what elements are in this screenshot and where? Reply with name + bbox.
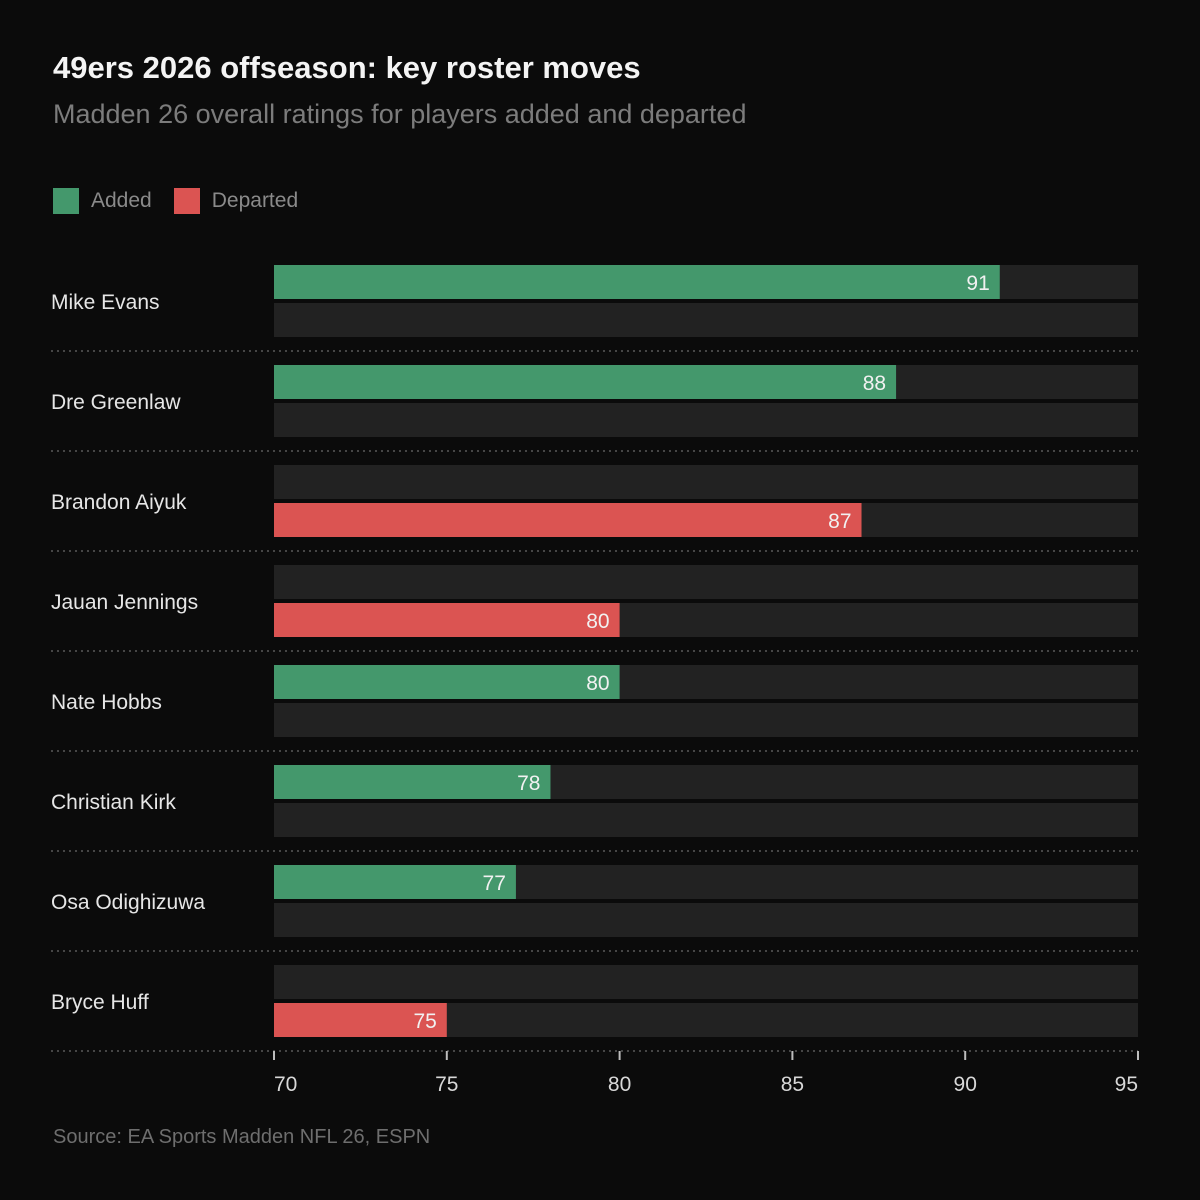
x-tick-label: 95 bbox=[1115, 1073, 1138, 1096]
value-label-added-mike-evans: 91 bbox=[966, 272, 989, 295]
track-departed-dre-greenlaw bbox=[274, 403, 1138, 437]
x-tick-label: 75 bbox=[435, 1073, 458, 1096]
value-label-added-dre-greenlaw: 88 bbox=[863, 372, 886, 395]
bar-departed-jauan-jennings bbox=[274, 603, 620, 637]
legend-swatch-departed bbox=[173, 188, 200, 214]
track-departed-christian-kirk bbox=[274, 803, 1138, 837]
source-note: Source: EA Sports Madden NFL 26, ESPN bbox=[53, 1126, 431, 1148]
track-added-bryce-huff bbox=[274, 965, 1138, 999]
x-tick-label: 85 bbox=[781, 1073, 804, 1096]
track-added-brandon-aiyuk bbox=[274, 465, 1138, 499]
bar-added-mike-evans bbox=[274, 265, 1000, 299]
category-label-jauan-jennings: Jauan Jennings bbox=[51, 591, 198, 614]
chart-title: 49ers 2026 offseason: key roster moves bbox=[53, 50, 641, 85]
legend-label-departed: Departed bbox=[211, 189, 299, 212]
category-label-nate-hobbs: Nate Hobbs bbox=[51, 691, 162, 714]
value-label-added-osa-odighizuwa: 77 bbox=[483, 872, 506, 895]
category-label-christian-kirk: Christian Kirk bbox=[51, 791, 176, 814]
chart-subtitle: Madden 26 overall ratings for players ad… bbox=[53, 99, 747, 129]
category-label-bryce-huff: Bryce Huff bbox=[51, 991, 149, 1014]
legend-item-added: Added bbox=[53, 188, 152, 214]
category-label-brandon-aiyuk: Brandon Aiyuk bbox=[51, 491, 187, 514]
x-tick-label: 80 bbox=[608, 1073, 631, 1096]
track-departed-mike-evans bbox=[274, 303, 1138, 337]
value-label-departed-jauan-jennings: 80 bbox=[586, 610, 609, 633]
value-label-departed-brandon-aiyuk: 87 bbox=[828, 510, 851, 533]
value-label-added-nate-hobbs: 80 bbox=[586, 672, 609, 695]
legend-label-added: Added bbox=[91, 189, 152, 212]
value-label-added-christian-kirk: 78 bbox=[517, 772, 540, 795]
category-label-mike-evans: Mike Evans bbox=[51, 291, 160, 314]
track-departed-nate-hobbs bbox=[274, 703, 1138, 737]
track-departed-osa-odighizuwa bbox=[274, 903, 1138, 937]
legend: Added Departed bbox=[53, 188, 320, 214]
category-label-dre-greenlaw: Dre Greenlaw bbox=[51, 391, 181, 414]
value-label-departed-bryce-huff: 75 bbox=[413, 1010, 436, 1033]
x-tick-label: 70 bbox=[274, 1073, 297, 1096]
bar-added-dre-greenlaw bbox=[274, 365, 897, 399]
bar-added-christian-kirk bbox=[274, 765, 551, 799]
bar-added-osa-odighizuwa bbox=[274, 865, 516, 899]
bar-chart: Mike Evans 91 Dre Greenlaw 88 Brandon Aiyuk 8… bbox=[51, 265, 1139, 1096]
x-tick-label: 90 bbox=[954, 1073, 977, 1096]
bar-departed-bryce-huff bbox=[274, 1003, 447, 1037]
legend-item-departed: Departed bbox=[173, 188, 299, 214]
legend-swatch-added bbox=[53, 188, 79, 214]
track-added-jauan-jennings bbox=[274, 565, 1138, 599]
bar-added-nate-hobbs bbox=[274, 665, 620, 699]
bar-departed-brandon-aiyuk bbox=[274, 503, 862, 537]
category-label-osa-odighizuwa: Osa Odighizuwa bbox=[51, 891, 205, 914]
